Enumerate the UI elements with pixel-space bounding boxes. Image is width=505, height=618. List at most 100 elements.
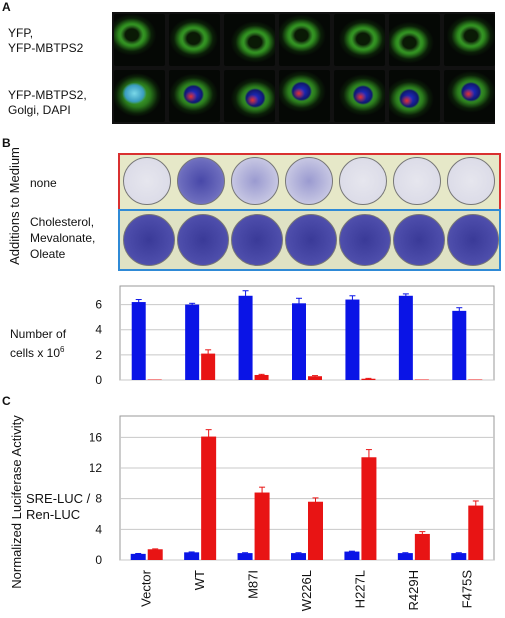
bar [291, 553, 306, 560]
row2-label-mevalonate: Mevalonate, [30, 231, 96, 245]
bar [468, 505, 484, 560]
yfp-cell-image [169, 14, 220, 66]
bar [451, 553, 467, 560]
dish-panel [118, 153, 501, 271]
merged-cell-image [389, 70, 440, 122]
dish-none [123, 157, 171, 205]
x-tick-label: H227L [352, 570, 367, 608]
dish-supplemented [447, 214, 499, 266]
dish-supplemented [393, 214, 445, 266]
panel-a-row2-label: YFP-MBTPS2, Golgi, DAPI [8, 88, 87, 118]
dish-row1-label: none [30, 176, 57, 190]
y-tick-label: 16 [90, 430, 102, 444]
row1-label-line1: YFP, [8, 26, 34, 40]
chart1-ylabel-sup: 6 [60, 345, 65, 354]
dish-none [447, 157, 495, 205]
bar [398, 295, 413, 380]
bar [452, 310, 467, 380]
merged-cell-image [334, 70, 385, 122]
row2-label-line2: Golgi, DAPI [8, 103, 71, 117]
panel-c-rotated-label: Normalized Luciferase Activity [9, 402, 25, 602]
merged-cell-image [169, 70, 220, 122]
dish-none [393, 157, 441, 205]
cell-number-chart: 0 2 4 6 [95, 285, 495, 387]
yfp-cell-image [114, 14, 165, 66]
dish-row2-label: Cholesterol, Mevalonate, Oleate [30, 214, 95, 262]
panel-a-letter: A [2, 0, 11, 14]
bar [308, 501, 323, 560]
yfp-cell-image [444, 14, 495, 66]
panel-b-rotated-label: Additions to Medium [7, 131, 23, 281]
y-tick-label: 2 [95, 348, 102, 362]
plot-frame [119, 285, 495, 381]
chart2-ylabel-line2: Ren-LUC [26, 507, 81, 522]
yfp-cell-image [334, 14, 385, 66]
bar [131, 302, 146, 380]
merged-cell-image [444, 70, 495, 122]
row1-label-line2: YFP-MBTPS2 [8, 41, 84, 55]
bar [254, 374, 269, 380]
chart2-ylabel-line1: SRE-LUC / [26, 491, 91, 506]
bar [468, 379, 483, 380]
bar [292, 303, 306, 380]
merged-cell-image [114, 70, 165, 122]
panel-c-letter: C [2, 394, 11, 408]
additions-to-medium-label: Additions to Medium [7, 147, 22, 265]
x-tick-label: M87I [246, 570, 261, 599]
y-tick-label: 0 [95, 373, 102, 387]
bar [414, 533, 430, 560]
row2-label-cholesterol: Cholesterol, [30, 215, 95, 229]
bar [414, 379, 429, 380]
chart1-ylabel-line1: Number of [10, 327, 67, 341]
bar [344, 551, 360, 560]
y-tick-label: 8 [95, 492, 102, 506]
merged-cell-image [224, 70, 275, 122]
chart1-ylabel: Number of cells x 106 [10, 327, 66, 361]
dish-supplemented [177, 214, 229, 266]
microscopy-grid [112, 12, 495, 124]
luciferase-chart: 0 4 8 12 16 Vector WT M87I W226L H227L R429H F475S [90, 415, 495, 611]
bar [185, 304, 200, 380]
x-tick-label: WT [192, 570, 207, 590]
bar [397, 553, 413, 560]
x-tick-label: R429H [406, 570, 421, 610]
bar [237, 553, 253, 560]
dish-supplemented [339, 214, 391, 266]
y-tick-label: 12 [90, 461, 102, 475]
row2-label-oleate: Oleate [30, 247, 66, 261]
dish-none [285, 157, 333, 205]
x-tick-label: F475S [459, 570, 474, 609]
bar [345, 299, 360, 380]
normalized-luciferase-label: Normalized Luciferase Activity [9, 415, 24, 589]
bar [238, 295, 253, 380]
y-tick-label: 6 [95, 298, 102, 312]
x-tick-label: Vector [139, 569, 154, 607]
dish-supplemented [231, 214, 283, 266]
chart1-ylabel-line2: cells x 106 [10, 342, 66, 361]
bar [184, 552, 200, 560]
bar [361, 378, 376, 380]
bar [147, 549, 163, 560]
bar [147, 379, 162, 380]
panel-b-letter: B [2, 136, 11, 150]
dish-none [177, 157, 225, 205]
y-tick-label: 4 [95, 323, 102, 337]
yfp-cell-image [224, 14, 275, 66]
bar [201, 436, 217, 560]
dish-supplemented [123, 214, 175, 266]
row2-label-line1: YFP-MBTPS2, [8, 88, 87, 102]
yfp-cell-image [389, 14, 440, 66]
chart2-ylabel: SRE-LUC / Ren-LUC [26, 491, 90, 523]
bar [308, 376, 322, 380]
bar [254, 492, 270, 560]
merged-cell-image [279, 70, 330, 122]
dish-supplemented [285, 214, 337, 266]
panel-a-row1-label: YFP, YFP-MBTPS2 [8, 26, 83, 56]
x-tick-label: W226L [299, 570, 314, 611]
dish-none [231, 157, 279, 205]
yfp-cell-image [279, 14, 330, 66]
bar [201, 353, 216, 380]
bar [361, 457, 377, 560]
y-tick-label: 4 [95, 522, 102, 536]
bar [130, 553, 146, 560]
